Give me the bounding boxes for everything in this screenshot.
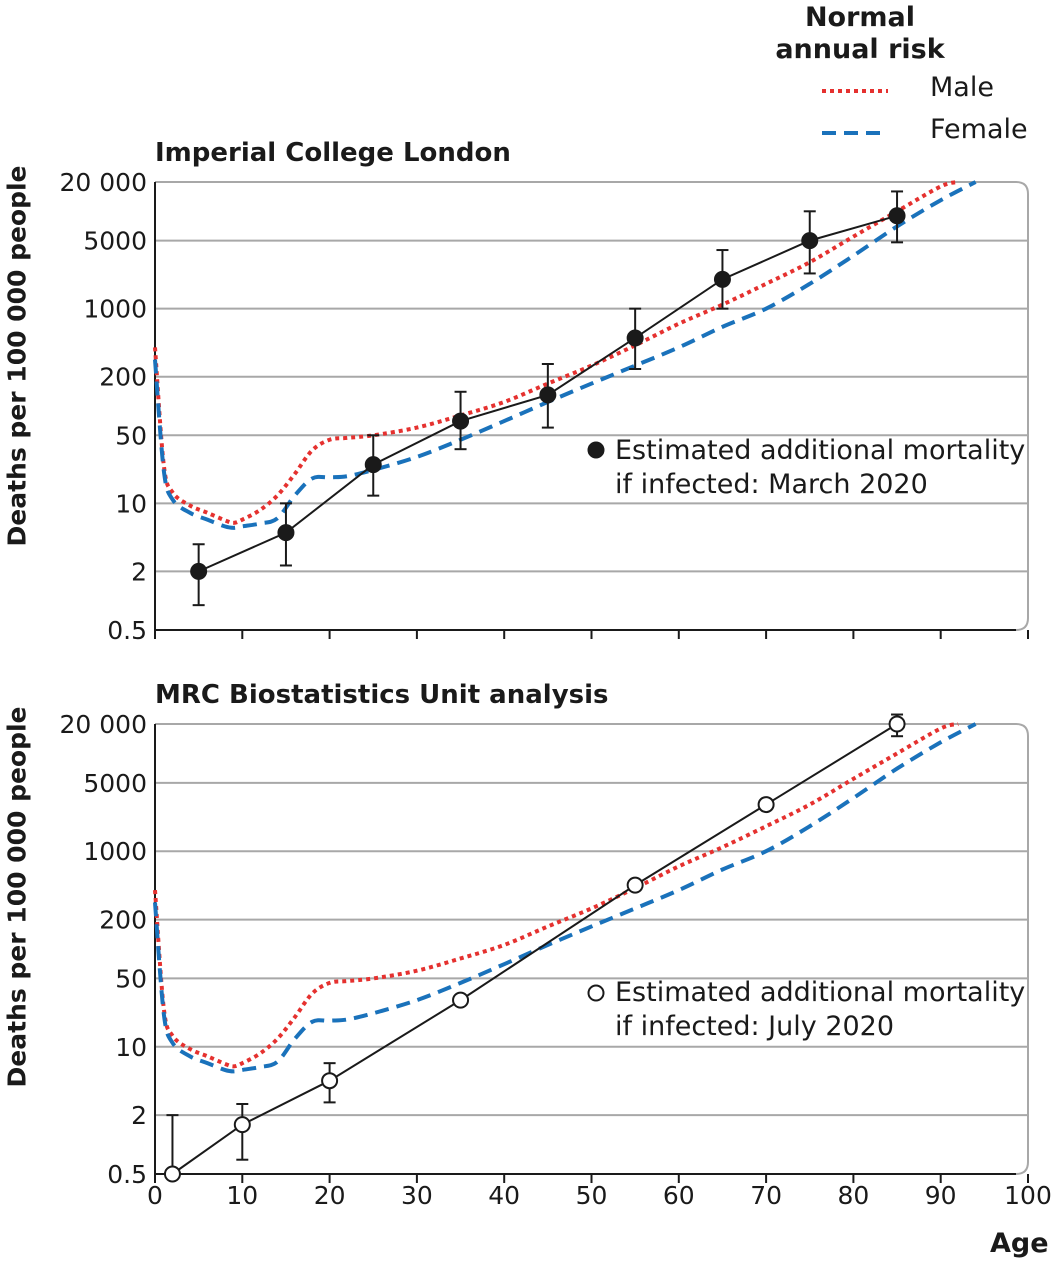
annotation-july-line1: Estimated additional mortality [615, 977, 1026, 1008]
x-tick-label: 80 [837, 1181, 869, 1210]
data-point [888, 715, 906, 733]
series-line-estimate [171, 723, 898, 1175]
legend-item-male: Male [820, 72, 1050, 108]
data-point [277, 524, 295, 542]
y-tick-label: 10 [115, 489, 147, 518]
x-axis-label: Age [990, 1228, 1049, 1259]
data-point [452, 412, 470, 430]
legend-title-line2: annual risk [775, 34, 945, 65]
x-tick-label: 100 [1004, 1181, 1052, 1210]
data-point [163, 1165, 181, 1183]
annotation-marker [587, 441, 605, 459]
y-tick-label: 1000 [83, 837, 147, 866]
legend-label-female: Female [930, 114, 1028, 145]
y-tick-label: 20 000 [60, 710, 147, 739]
annotation-march: Estimated additional mortality if infect… [615, 434, 1025, 502]
annotation-july-line2: if infected: July 2020 [615, 1011, 895, 1042]
data-point [626, 876, 644, 894]
y-tick-label: 200 [99, 906, 147, 935]
legend-swatch-male [822, 89, 888, 93]
annotation-march-line1: Estimated additional mortality [615, 435, 1026, 466]
chart-panel-2: 0.5 2 10 50 200 1000 5000 20 000 0 10 20 30 40 50 60 70… [60, 710, 1052, 1210]
y-tick-label: 20 000 [60, 168, 147, 197]
data-point [801, 232, 819, 250]
legend-title-line1: Normal [804, 2, 916, 33]
data-point [539, 386, 557, 404]
data-point [233, 1116, 251, 1134]
x-tick-label: 20 [314, 1181, 346, 1210]
y-tick-label: 1000 [83, 295, 147, 324]
x-tick-label: 90 [925, 1181, 957, 1210]
data-point [452, 991, 470, 1009]
plot-frame [155, 181, 1029, 631]
x-tick-label: 60 [663, 1181, 695, 1210]
annotation-marker [587, 984, 605, 1002]
y-tick-label: 200 [99, 363, 147, 392]
data-point [321, 1072, 339, 1090]
y-tick-label: 50 [115, 964, 147, 993]
legend-title: Normal annual risk [760, 2, 960, 66]
y-axis-label-top: Deaths per 100 000 people [2, 165, 32, 547]
x-tick-label: 70 [750, 1181, 782, 1210]
y-tick-label: 0.5 [107, 616, 147, 645]
annotation-march-line2: if infected: March 2020 [615, 469, 928, 500]
data-point [364, 456, 382, 474]
x-tick-label: 50 [576, 1181, 608, 1210]
panel-title-imperial: Imperial College London [155, 138, 511, 168]
x-tick-label: 40 [488, 1181, 520, 1210]
y-tick-label: 50 [115, 421, 147, 450]
panel-title-mrc: MRC Biostatistics Unit analysis [155, 680, 609, 710]
y-axis-label-bottom: Deaths per 100 000 people [2, 706, 32, 1088]
data-point [190, 562, 208, 580]
x-tick-label: 30 [401, 1181, 433, 1210]
y-tick-label: 2 [131, 557, 147, 586]
y-tick-label: 10 [115, 1033, 147, 1062]
y-tick-label: 2 [131, 1101, 147, 1130]
y-tick-label: 5000 [83, 769, 147, 798]
data-point [757, 796, 775, 814]
legend-label-male: Male [930, 72, 994, 103]
data-point [713, 270, 731, 288]
legend-swatch-female [822, 131, 888, 135]
y-tick-label: 5000 [83, 227, 147, 256]
x-tick-label: 0 [147, 1181, 163, 1210]
annotation-july: Estimated additional mortality if infect… [615, 976, 1025, 1044]
legend-item-female: Female [820, 114, 1050, 150]
data-point [626, 329, 644, 347]
plot-frame [155, 723, 1029, 1175]
x-tick-label: 10 [226, 1181, 258, 1210]
series-line-male [153, 722, 959, 1069]
y-tick-label: 0.5 [107, 1160, 147, 1189]
chart-panel-1: 0.5 2 10 50 200 1000 5000 20 000 [60, 168, 1029, 645]
data-point [888, 207, 906, 225]
